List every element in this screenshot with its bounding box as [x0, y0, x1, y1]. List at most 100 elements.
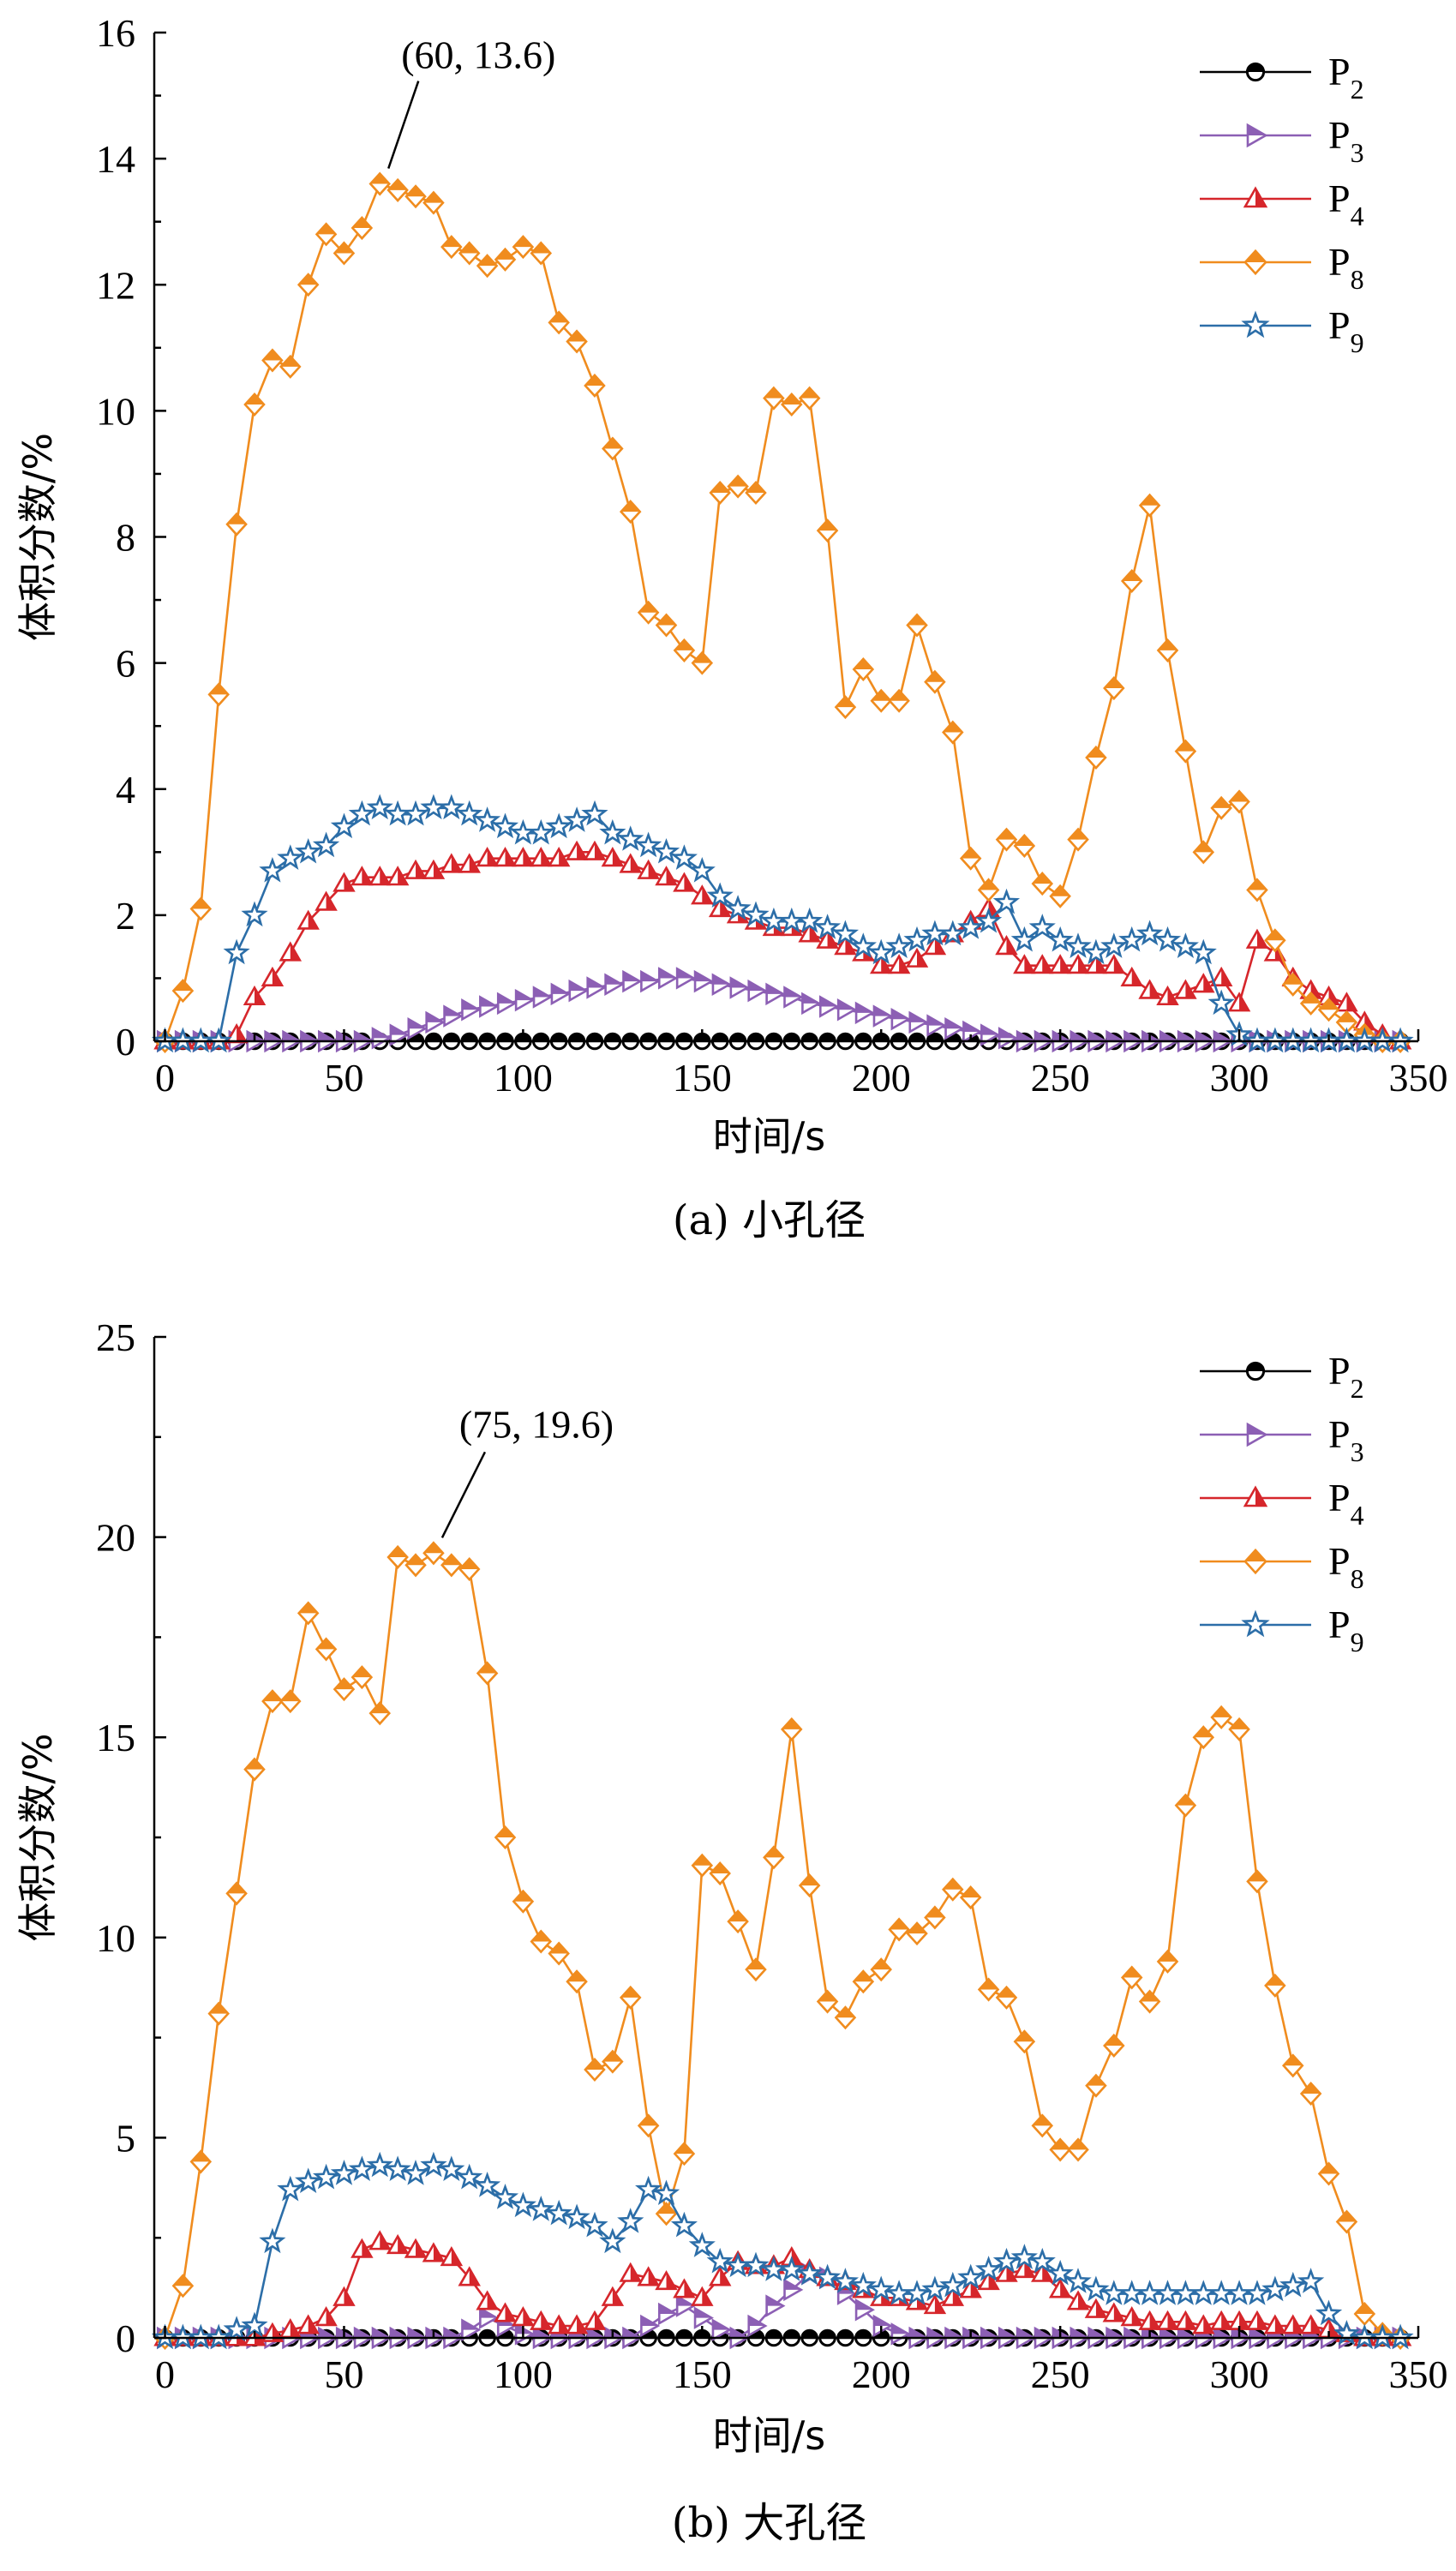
x-tick-label: 150 — [673, 2352, 732, 2396]
data-point-p3-fill — [498, 993, 515, 1004]
data-point-p9 — [957, 914, 985, 939]
data-point-p4-fill — [487, 848, 497, 866]
caption-a: (a) 小孔径 — [673, 1196, 866, 1244]
legend-marker-p9 — [1241, 310, 1270, 339]
data-point-p8-fill — [227, 513, 247, 524]
data-point-p8-fill — [1230, 1718, 1249, 1729]
data-point-p9 — [652, 837, 680, 864]
data-point-p4-fill — [1185, 981, 1195, 998]
data-point-p9 — [1028, 914, 1056, 939]
data-point-p3-fill — [1178, 1032, 1195, 1041]
data-point-p4-fill — [237, 1025, 247, 1042]
data-point-p3-fill — [355, 1032, 372, 1041]
data-point-p3-fill — [730, 2328, 748, 2338]
data-point-p8-fill — [495, 1826, 515, 1837]
data-point-p8-fill — [872, 690, 891, 701]
data-point-p4-fill — [630, 2264, 640, 2281]
data-point-p9 — [456, 2163, 483, 2190]
data-point-p9 — [277, 844, 304, 870]
data-point-p8-fill — [531, 1931, 551, 1942]
data-point-p4-fill — [541, 2312, 551, 2329]
data-point-p8-fill — [872, 1959, 891, 1970]
data-point-p9 — [975, 2256, 1003, 2281]
data-point-p8-fill — [782, 393, 801, 405]
data-point-p4-fill — [1006, 937, 1016, 954]
y-tick-label: 15 — [96, 1716, 135, 1759]
data-point-p8-fill — [334, 1679, 354, 1690]
data-point-p9 — [1136, 920, 1164, 946]
data-point-p2-fill — [533, 1034, 549, 1041]
data-point-p2-fill — [730, 1034, 746, 1041]
data-point-p4-fill — [577, 2316, 587, 2334]
data-point-p8-fill — [1319, 2163, 1339, 2174]
data-point-p4-fill — [326, 2308, 336, 2325]
data-point-p4-fill — [1078, 2292, 1088, 2310]
data-point-p3-fill — [390, 1025, 408, 1035]
data-point-p9 — [330, 2160, 358, 2185]
data-point-p8-fill — [244, 1759, 264, 1770]
x-tick-label: 350 — [1389, 2352, 1448, 2396]
data-point-p9 — [295, 837, 322, 864]
x-ticks-a: 0 50 100 150 200 250 300 350 — [155, 1029, 1448, 1100]
data-point-p8-fill — [191, 2151, 211, 2162]
data-point-p8-fill — [782, 1718, 801, 1729]
data-point-p3-fill — [408, 1019, 426, 1029]
data-point-p8-fill — [388, 1546, 408, 1557]
legend-item-p4: P4 — [1200, 177, 1364, 231]
data-point-p4-fill — [666, 2272, 676, 2289]
data-point-p4-fill — [398, 2236, 408, 2253]
legend-item-p8: P8 — [1200, 1539, 1364, 1594]
y-tick-label: 20 — [96, 1516, 135, 1560]
data-point-p3-fill — [712, 974, 730, 985]
data-point-p8-fill — [352, 217, 372, 229]
data-point-p4-fill — [702, 2288, 712, 2305]
data-point-p4-fill — [505, 848, 515, 866]
legend-marker-p3-fill — [1248, 1424, 1266, 1435]
legend-marker-p8-fill — [1245, 250, 1266, 262]
data-point-p8-fill — [836, 2007, 855, 2018]
data-point-p3-fill — [1106, 1032, 1123, 1041]
y-tick-label: 25 — [96, 1315, 135, 1359]
data-point-p9 — [1136, 2280, 1164, 2305]
data-point-p8-fill — [513, 1891, 533, 1902]
data-point-p9 — [277, 2175, 304, 2202]
data-point-p2-fill — [855, 1034, 872, 1041]
data-point-p4-fill — [577, 842, 587, 860]
data-point-p9 — [1171, 2280, 1199, 2305]
data-point-p9 — [1064, 2268, 1092, 2293]
data-point-p9 — [330, 812, 358, 839]
data-point-p3-fill — [623, 2328, 640, 2338]
data-point-p4-fill — [1203, 2316, 1213, 2334]
data-point-p3-fill — [695, 972, 712, 982]
data-point-p3-fill — [1160, 2328, 1177, 2338]
data-point-p9 — [223, 2316, 250, 2341]
data-point-p4-fill — [1167, 987, 1177, 1004]
data-point-p8-fill — [531, 243, 551, 254]
data-point-p4-fill — [1149, 981, 1159, 998]
data-point-p9 — [1207, 2280, 1235, 2305]
data-point-p8-fill — [1122, 570, 1141, 581]
data-point-p9 — [581, 800, 608, 826]
data-point-p9 — [796, 907, 824, 933]
data-point-p9 — [1100, 932, 1128, 958]
data-point-p3-fill — [1142, 2328, 1159, 2338]
data-point-p3-fill — [337, 1032, 354, 1041]
legend-label: P2 — [1328, 50, 1364, 105]
data-point-p8-fill — [370, 1703, 390, 1714]
data-point-p9 — [1171, 932, 1199, 958]
data-point-p8-fill — [441, 237, 461, 248]
data-point-p2-fill — [461, 1034, 477, 1041]
data-point-p8-fill — [549, 1943, 569, 1954]
data-point-p8-fill — [1176, 740, 1195, 752]
data-point-p4-fill — [1239, 993, 1249, 1011]
data-point-p9 — [1046, 2259, 1074, 2286]
data-point-p3-fill — [999, 2328, 1016, 2338]
data-point-p8-fill — [1158, 1951, 1177, 1962]
data-point-p4-fill — [290, 2320, 300, 2337]
data-point-p2-fill — [640, 1034, 656, 1041]
data-point-p4-fill — [541, 848, 551, 866]
data-point-p8-fill — [638, 602, 658, 613]
data-point-p4-fill — [308, 912, 318, 929]
data-point-p9 — [724, 895, 752, 920]
legend-label: P4 — [1328, 177, 1364, 231]
